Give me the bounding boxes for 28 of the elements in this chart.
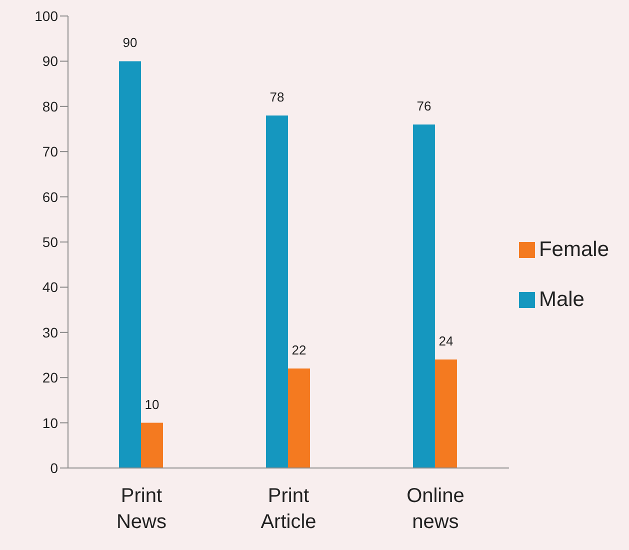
bar (288, 368, 310, 468)
data-label: 90 (122, 35, 138, 50)
x-tick-label: Print Article (260, 485, 316, 533)
y-tick-label: 10 (42, 414, 58, 431)
x-tick-label: Online news (406, 485, 464, 533)
y-tick-label: 80 (42, 98, 58, 114)
data-label: 22 (292, 342, 306, 358)
bar (141, 422, 163, 468)
y-tick-label: 90 (42, 53, 58, 70)
y-tick-label: 40 (42, 279, 58, 296)
bar (412, 124, 435, 468)
y-tick-label: 30 (42, 324, 58, 340)
bar (119, 61, 141, 468)
legend-label: Male (538, 288, 584, 311)
y-tick-label: 60 (42, 188, 58, 205)
x-tick-label: Print News (116, 485, 167, 533)
bar (434, 360, 457, 468)
y-tick-label: 50 (42, 234, 58, 250)
bar (266, 115, 288, 468)
y-tick-label: 70 (42, 144, 58, 160)
y-tick-label: 0 (50, 460, 58, 476)
y-tick-label: 100 (34, 8, 58, 24)
y-tick-label: 20 (42, 370, 58, 386)
legend-label: Female (538, 238, 609, 261)
data-label: 76 (416, 98, 432, 114)
data-label: 10 (144, 396, 160, 412)
data-label: 24 (438, 334, 454, 349)
data-label: 78 (270, 89, 284, 104)
